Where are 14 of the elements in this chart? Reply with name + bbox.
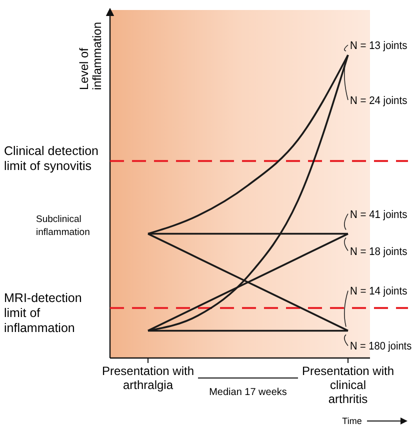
text: Subclinical inflammation <box>36 214 90 238</box>
legend-label: N = 18 joints <box>350 246 412 258</box>
text: N = 14 joints <box>350 286 412 298</box>
legend-label: N = 180 joints <box>350 340 416 353</box>
x-axis-title: Time <box>342 416 362 426</box>
legend-label: N = 41 joints <box>350 208 412 221</box>
x-tick-label: Presentation with clinical arthritis <box>302 364 394 406</box>
ref-line-label: MRI-detection limit of inflammation <box>4 291 82 336</box>
series-label: N = 24 joints <box>350 95 412 107</box>
y-axis-title: Level of inflammation <box>77 22 104 90</box>
x-tick-label: Presentation with arthralgia <box>102 364 194 392</box>
ref-line-label: Clinical detection limit of synovitis <box>4 144 99 174</box>
legend-label: N = 13 joints <box>350 40 412 52</box>
text: Median 17 weeks <box>209 387 287 398</box>
